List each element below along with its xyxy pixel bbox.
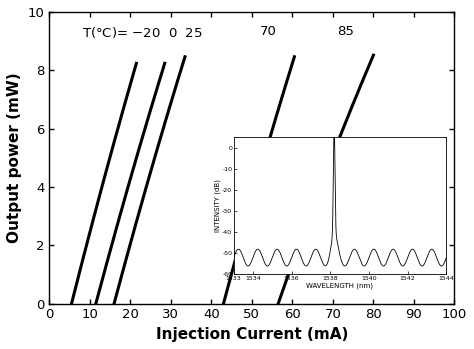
Text: 85: 85 xyxy=(337,25,354,38)
Text: T($\mathregular{°}$C)= $-$20  0  25: T($\mathregular{°}$C)= $-$20 0 25 xyxy=(82,25,202,40)
Y-axis label: Output power (mW): Output power (mW) xyxy=(7,73,22,243)
Text: 70: 70 xyxy=(260,25,277,38)
X-axis label: Injection Current (mA): Injection Current (mA) xyxy=(155,327,348,342)
